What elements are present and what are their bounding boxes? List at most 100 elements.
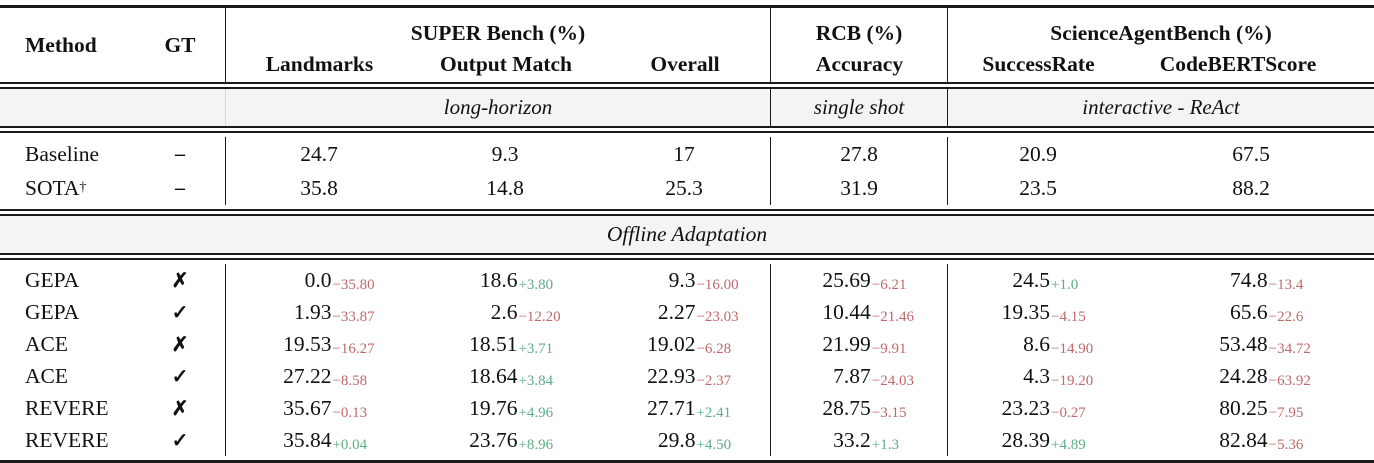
method-cell: REVERE: [0, 392, 135, 424]
value-cell: 21.99 −9.91: [770, 328, 947, 360]
value-main: 14.8: [486, 175, 524, 200]
table-row: REVERE ✗ 35.67 −0.13 19.76 +4.96 27.71 +2.41 28.…: [0, 392, 1374, 424]
value-main: 65.6: [1230, 299, 1268, 324]
method-cell: REVERE: [0, 424, 135, 456]
value-cell: 27.71 +2.41: [598, 392, 770, 424]
gt-cell: ✓: [135, 424, 225, 456]
value-delta: +0.04: [332, 436, 368, 453]
value-cell: 8.6 −14.90: [947, 328, 1128, 360]
mode-band-spacer: [0, 89, 225, 126]
table-row: ACE ✓ 27.22 −8.58 18.64 +3.84 22.93 −2.37 7.87 −2…: [0, 360, 1374, 392]
section-divider-rule-top: [0, 209, 1374, 216]
value-delta: −34.72: [1268, 340, 1311, 357]
value-cell: 19.35 −4.15: [947, 296, 1128, 328]
sub-header-success-rate: SuccessRate: [982, 51, 1095, 76]
method-label: Baseline: [25, 141, 100, 166]
value-main: 19.02: [647, 331, 696, 356]
value-cell: 19.53 −16.27: [225, 328, 412, 360]
group-header-science-agent-bench: ScienceAgentBench (%) SuccessRate CodeBE…: [947, 8, 1374, 82]
sub-header-overall: Overall: [650, 51, 720, 76]
value-cell: 35.84 +0.04: [225, 424, 412, 456]
cross-icon: ✗: [171, 269, 189, 292]
value-main: 2.27: [657, 299, 696, 324]
value-delta: −7.95: [1268, 404, 1304, 421]
value-main: 4.3: [1023, 363, 1051, 388]
gt-cell: ✗: [135, 264, 225, 296]
value-delta: −3.15: [871, 404, 907, 421]
cross-icon: ✗: [171, 333, 189, 356]
method-label: ACE: [25, 363, 68, 388]
value-delta: +4.50: [696, 436, 732, 453]
value-delta: +3.71: [518, 340, 554, 357]
value-cell: 2.27 −23.03: [598, 296, 770, 328]
value-cell: 33.2 +1.3: [770, 424, 947, 456]
value-delta: −8.58: [332, 372, 368, 389]
value-cell: 35.67 −0.13: [225, 392, 412, 424]
value-cell: 19.76 +4.96: [412, 392, 598, 424]
method-cell: ACE: [0, 360, 135, 392]
value-cell: 28.75 −3.15: [770, 392, 947, 424]
cross-icon: ✗: [171, 397, 189, 420]
value-main: 27.71: [647, 395, 696, 420]
value-cell: 23.23 −0.27: [947, 392, 1128, 424]
value-delta: +1.3: [871, 436, 899, 453]
method-cell: Baseline: [0, 137, 135, 171]
value-delta: +3.80: [518, 276, 554, 293]
value-delta: −35.80: [332, 276, 375, 293]
value-cell: 18.51 +3.71: [412, 328, 598, 360]
value-main: 0.0: [304, 267, 332, 292]
value-delta: +4.89: [1051, 436, 1086, 453]
value-main: 18.6: [479, 267, 518, 292]
value-main: 74.8: [1230, 267, 1268, 292]
gt-cell: ✓: [135, 296, 225, 328]
table-row: GEPA ✓ 1.93 −33.87 2.6 −12.20 2.27 −23.03 10.44−…: [0, 296, 1374, 328]
header-left: Method GT: [0, 8, 225, 82]
value-main: 27.22: [283, 363, 332, 388]
adaptation-rows: GEPA ✗ 0.0 −35.80 18.6 +3.80 9.3 −16.00 25.69 −6.…: [0, 264, 1374, 456]
value-cell: 25.69 −6.21: [770, 264, 947, 296]
value-delta: −0.13: [332, 404, 368, 421]
sub-header-output-match: Output Match: [440, 51, 572, 76]
value-main: 8.6: [1023, 331, 1051, 356]
section-divider-rule-bottom: [0, 253, 1374, 260]
band-divider-rule: [0, 126, 1374, 133]
value-cell: 10.44 −21.46: [770, 296, 947, 328]
method-cell: GEPA: [0, 264, 135, 296]
value-cell: 7.87 −24.03: [770, 360, 947, 392]
value-main: 24.28: [1219, 363, 1268, 388]
value-main: 82.84: [1219, 427, 1268, 452]
value-main: 29.8: [657, 427, 696, 452]
value-main: 9.3: [491, 141, 519, 166]
reference-rows: Baseline – 24.7 9.3 17 27.8 20.9 67.5 SOTA † – 35.8…: [0, 137, 1374, 205]
value-main: 80.25: [1219, 395, 1268, 420]
value-main: 10.44: [822, 299, 871, 324]
value-delta: −22.6: [1268, 308, 1304, 325]
value-main: 1.93: [293, 299, 332, 324]
value-delta: −4.15: [1051, 308, 1086, 325]
value-cell: 82.84 −5.36: [1128, 424, 1374, 456]
sub-header-landmarks: Landmarks: [265, 51, 374, 76]
gt-cell: –: [135, 137, 225, 171]
value-main: 7.87: [833, 363, 871, 388]
value-delta: +4.96: [518, 404, 554, 421]
value-main: 24.7: [300, 141, 338, 166]
value-main: 25.69: [822, 267, 871, 292]
value-main: 19.35: [1001, 299, 1051, 324]
value-cell: 9.3 −16.00: [598, 264, 770, 296]
value-delta: −6.21: [871, 276, 907, 293]
value-delta: +2.41: [696, 404, 732, 421]
section-band-offline-adaptation: Offline Adaptation: [0, 216, 1374, 253]
value-cell: 4.3 −19.20: [947, 360, 1128, 392]
value-delta: −19.20: [1051, 372, 1094, 389]
value-main: 19.53: [283, 331, 332, 356]
value-main: 28.75: [822, 395, 871, 420]
value-main: 9.3: [668, 267, 696, 292]
value-main: 22.93: [647, 363, 696, 388]
value-delta: −16.27: [332, 340, 375, 357]
method-label: SOTA: [25, 175, 80, 200]
method-cell: SOTA †: [25, 175, 87, 200]
value-main: 2.6: [490, 299, 518, 324]
method-label: REVERE: [25, 427, 109, 452]
table-row: SOTA † – 35.8 14.8 25.3 31.9 23.5 88.2: [0, 171, 1374, 205]
value-cell: 0.0 −35.80: [225, 264, 412, 296]
